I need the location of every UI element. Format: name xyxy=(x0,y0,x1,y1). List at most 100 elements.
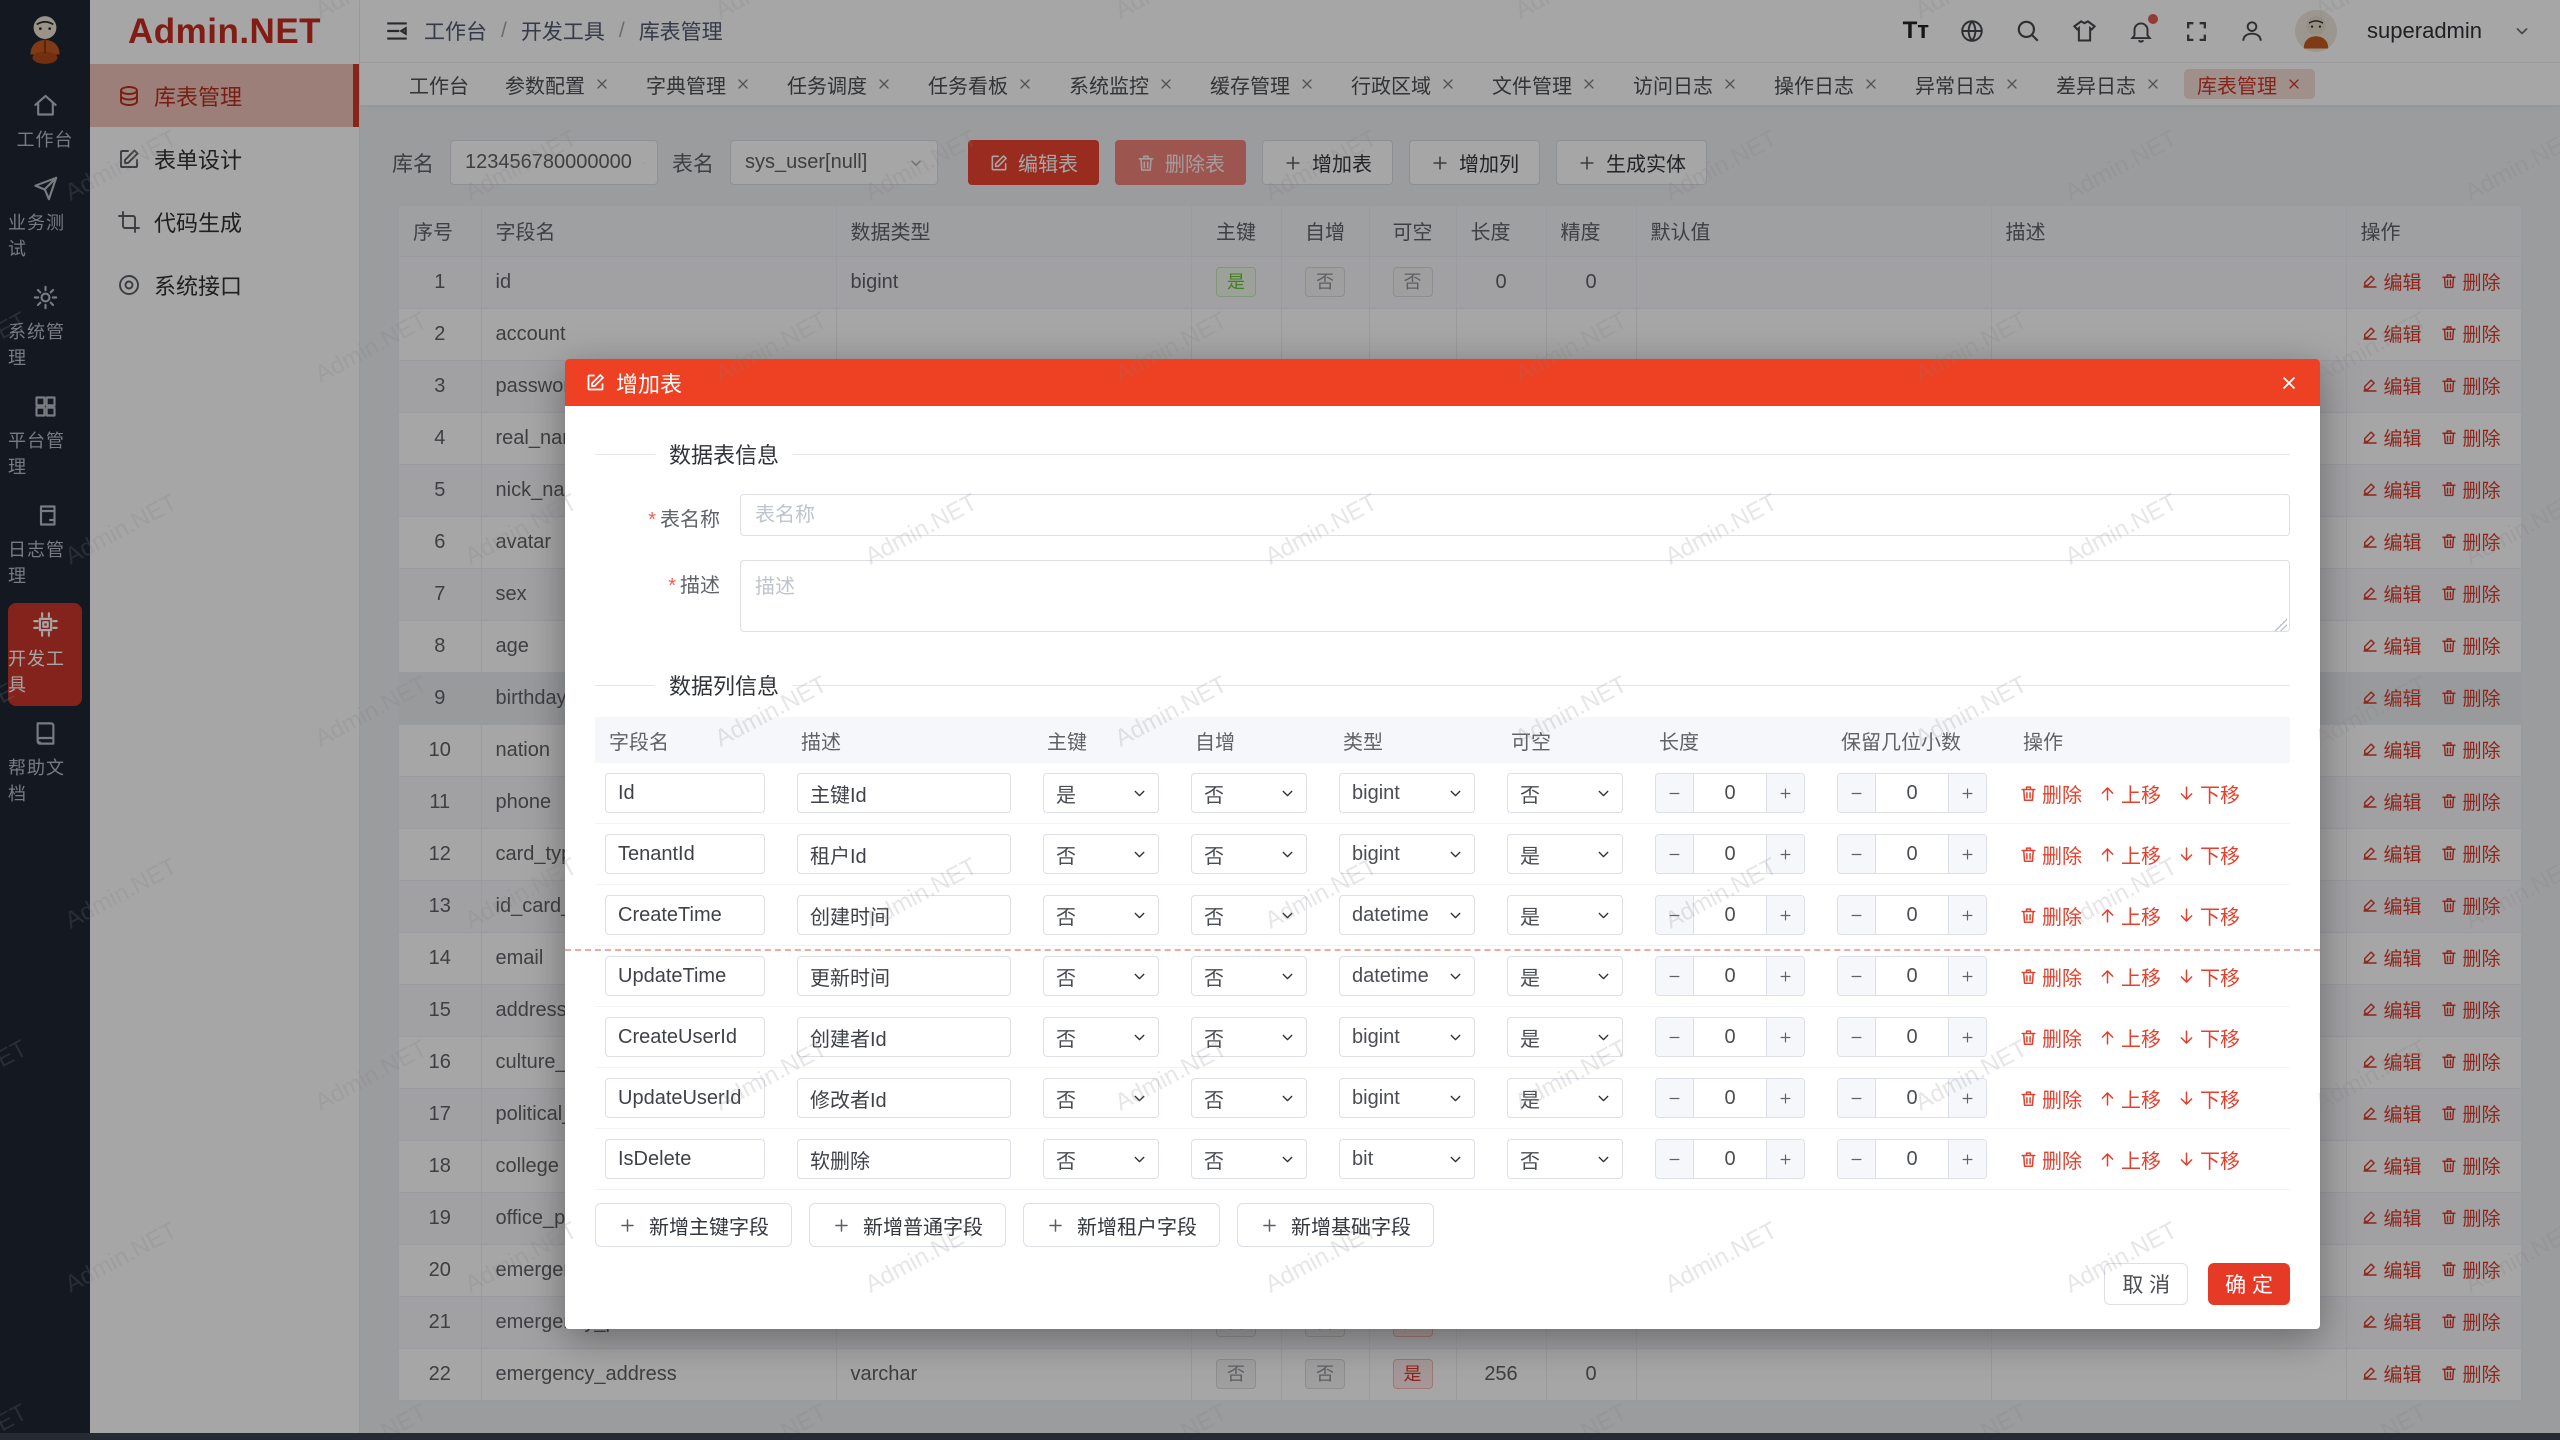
move-down-button[interactable]: 下移 xyxy=(2177,1084,2240,1113)
field-name-input[interactable] xyxy=(605,895,765,935)
select[interactable]: bigint xyxy=(1339,773,1475,813)
delete-row-button[interactable]: 删除 xyxy=(2440,684,2501,711)
delete-row-button[interactable]: 删除 xyxy=(2440,944,2501,971)
select[interactable]: 否 xyxy=(1043,895,1159,935)
delete-row-button[interactable]: 删除 xyxy=(2440,1308,2501,1335)
increase-button[interactable] xyxy=(1766,1079,1804,1117)
increase-button[interactable] xyxy=(1766,835,1804,873)
edit-row-button[interactable]: 编辑 xyxy=(2361,1048,2422,1075)
toolbar-button-4[interactable]: 生成实体 xyxy=(1556,140,1707,185)
increase-button[interactable] xyxy=(1766,1018,1804,1056)
select[interactable]: bigint xyxy=(1339,1017,1475,1057)
edit-row-button[interactable]: 编辑 xyxy=(2361,580,2422,607)
delete-row-button[interactable]: 删除 xyxy=(2440,840,2501,867)
edit-row-button[interactable]: 编辑 xyxy=(2361,736,2422,763)
decrease-button[interactable] xyxy=(1838,835,1876,873)
field-desc-input[interactable] xyxy=(797,956,1011,996)
select[interactable]: 否 xyxy=(1043,834,1159,874)
toolbar-button-2[interactable]: 增加表 xyxy=(1262,140,1393,185)
move-down-button[interactable]: 下移 xyxy=(2177,1145,2240,1174)
decrease-button[interactable] xyxy=(1838,957,1876,995)
tab-close-icon[interactable] xyxy=(2004,76,2020,92)
tab-0[interactable]: 工作台 xyxy=(409,75,469,98)
delete-field-button[interactable]: 删除 xyxy=(2019,1145,2082,1174)
select[interactable]: 是 xyxy=(1507,956,1623,996)
select[interactable]: bit xyxy=(1339,1139,1475,1179)
delete-row-button[interactable]: 删除 xyxy=(2440,736,2501,763)
select[interactable]: 否 xyxy=(1043,1139,1159,1179)
tab-8[interactable]: 文件管理 xyxy=(1479,69,1610,99)
tab-7[interactable]: 行政区域 xyxy=(1338,69,1469,99)
decrease-button[interactable] xyxy=(1838,774,1876,812)
increase-button[interactable] xyxy=(1766,957,1804,995)
close-icon[interactable] xyxy=(2278,372,2300,394)
field-desc-input[interactable] xyxy=(797,1017,1011,1057)
rail-item-4[interactable]: 日志管理 xyxy=(8,494,82,597)
increase-button[interactable] xyxy=(1766,896,1804,934)
delete-row-button[interactable]: 删除 xyxy=(2440,1256,2501,1283)
move-down-button[interactable]: 下移 xyxy=(2177,962,2240,991)
delete-field-button[interactable]: 删除 xyxy=(2019,962,2082,991)
font-size-icon[interactable]: Tт xyxy=(1902,17,1930,44)
fullscreen-icon[interactable] xyxy=(2184,19,2209,44)
select[interactable]: datetime xyxy=(1339,956,1475,996)
tab-13[interactable]: 库表管理 xyxy=(2184,69,2315,99)
edit-row-button[interactable]: 编辑 xyxy=(2361,1256,2422,1283)
increase-button[interactable] xyxy=(1948,1140,1986,1178)
move-up-button[interactable]: 上移 xyxy=(2098,962,2161,991)
language-icon[interactable] xyxy=(1959,18,1985,44)
tab-close-icon[interactable] xyxy=(1722,76,1738,92)
field-name-input[interactable] xyxy=(605,1078,765,1118)
tab-11[interactable]: 异常日志 xyxy=(1902,69,2033,99)
delete-row-button[interactable]: 删除 xyxy=(2440,424,2501,451)
field-desc-input[interactable] xyxy=(797,1078,1011,1118)
edit-row-button[interactable]: 编辑 xyxy=(2361,944,2422,971)
edit-row-button[interactable]: 编辑 xyxy=(2361,892,2422,919)
delete-field-button[interactable]: 删除 xyxy=(2019,901,2082,930)
field-desc-input[interactable] xyxy=(797,773,1011,813)
tab-close-icon[interactable] xyxy=(594,76,610,92)
notification-icon[interactable] xyxy=(2128,14,2159,44)
delete-row-button[interactable]: 删除 xyxy=(2440,1048,2501,1075)
profile-icon[interactable] xyxy=(2239,18,2265,44)
delete-field-button[interactable]: 删除 xyxy=(2019,1084,2082,1113)
increase-button[interactable] xyxy=(1948,1018,1986,1056)
delete-field-button[interactable]: 删除 xyxy=(2019,1023,2082,1052)
breadcrumb-item-1[interactable]: 开发工具 xyxy=(520,21,605,44)
delete-field-button[interactable]: 删除 xyxy=(2019,840,2082,869)
tab-12[interactable]: 差异日志 xyxy=(2043,69,2174,99)
db-select[interactable]: 123456780000000 xyxy=(450,140,658,185)
table-name-input[interactable] xyxy=(740,494,2290,536)
decrease-button[interactable] xyxy=(1656,896,1694,934)
add-field-button-1[interactable]: 新增普通字段 xyxy=(809,1203,1006,1247)
select[interactable]: bigint xyxy=(1339,834,1475,874)
edit-row-button[interactable]: 编辑 xyxy=(2361,840,2422,867)
decrease-button[interactable] xyxy=(1838,1018,1876,1056)
tab-close-icon[interactable] xyxy=(1440,76,1456,92)
delete-row-button[interactable]: 删除 xyxy=(2440,268,2501,295)
field-name-input[interactable] xyxy=(605,773,765,813)
decrease-button[interactable] xyxy=(1838,1140,1876,1178)
field-desc-input[interactable] xyxy=(797,834,1011,874)
select[interactable]: 否 xyxy=(1043,1078,1159,1118)
delete-row-button[interactable]: 删除 xyxy=(2440,788,2501,815)
sidebar-item-2[interactable]: 代码生成 xyxy=(90,190,359,253)
increase-button[interactable] xyxy=(1948,896,1986,934)
field-name-input[interactable] xyxy=(605,1139,765,1179)
tab-6[interactable]: 缓存管理 xyxy=(1197,69,1328,99)
decrease-button[interactable] xyxy=(1656,835,1694,873)
decrease-button[interactable] xyxy=(1656,957,1694,995)
tab-close-icon[interactable] xyxy=(1581,76,1597,92)
select[interactable]: 否 xyxy=(1043,1017,1159,1057)
select[interactable]: 否 xyxy=(1043,956,1159,996)
rail-item-5[interactable]: 开发工具 xyxy=(8,603,82,706)
rail-item-0[interactable]: 工作台 xyxy=(8,84,82,161)
move-up-button[interactable]: 上移 xyxy=(2098,1084,2161,1113)
delete-row-button[interactable]: 删除 xyxy=(2440,1204,2501,1231)
tab-close-icon[interactable] xyxy=(1017,76,1033,92)
select[interactable]: 是 xyxy=(1507,1017,1623,1057)
select[interactable]: 否 xyxy=(1191,1078,1307,1118)
move-up-button[interactable]: 上移 xyxy=(2098,1145,2161,1174)
select[interactable]: 是 xyxy=(1043,773,1159,813)
delete-row-button[interactable]: 删除 xyxy=(2440,996,2501,1023)
